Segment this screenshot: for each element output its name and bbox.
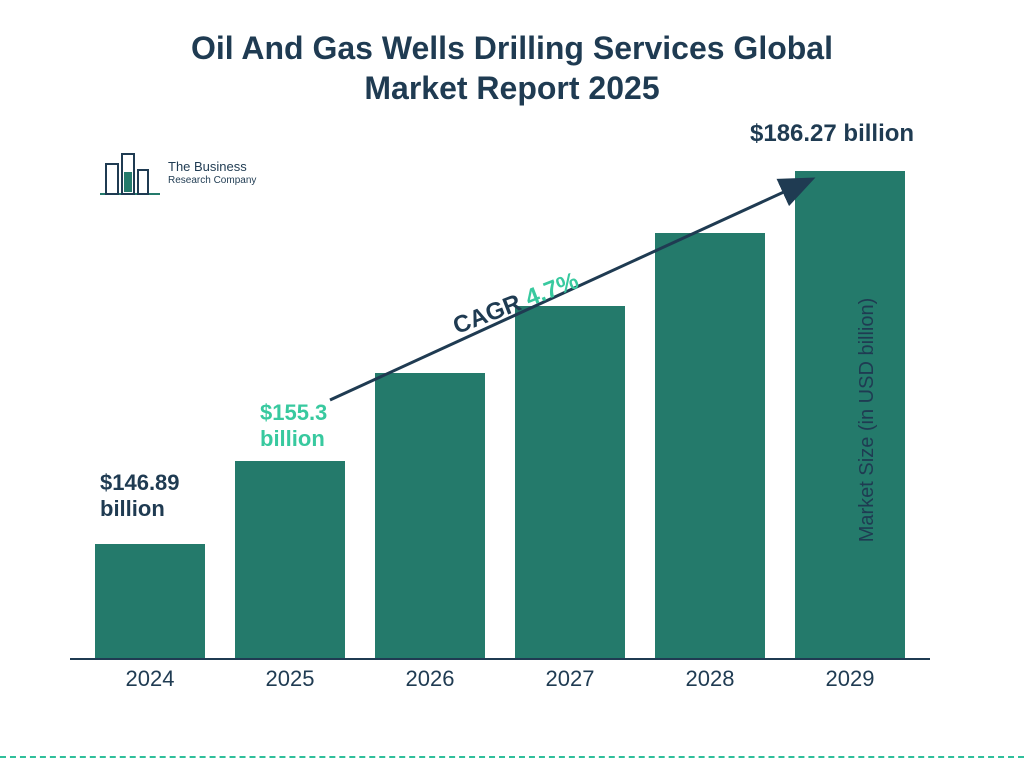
x-tick-label: 2025 [220, 666, 360, 692]
bar [95, 544, 205, 658]
bar [795, 171, 905, 658]
bar [655, 233, 765, 658]
bar-column: 2025 [220, 140, 360, 658]
value-label: $155.3billion [260, 400, 327, 453]
value-label: $146.89billion [100, 470, 180, 523]
bar [235, 461, 345, 658]
x-tick-label: 2027 [500, 666, 640, 692]
bar [515, 306, 625, 658]
bar-column: 2028 [640, 140, 780, 658]
bar-column: 2029 [780, 140, 920, 658]
bar-column: 2024 [80, 140, 220, 658]
plot-region: 202420252026202720282029 $146.89billion $… [70, 140, 930, 660]
bars-container: 202420252026202720282029 [70, 140, 930, 658]
x-tick-label: 2029 [780, 666, 920, 692]
footer-divider [0, 756, 1024, 758]
x-tick-label: 2024 [80, 666, 220, 692]
x-tick-label: 2026 [360, 666, 500, 692]
chart-title: Oil And Gas Wells Drilling Services Glob… [0, 0, 1024, 108]
bar-column: 2027 [500, 140, 640, 658]
value-label: $186.27 billion [750, 120, 914, 149]
x-tick-label: 2028 [640, 666, 780, 692]
y-axis-label: Market Size (in USD billion) [856, 298, 879, 543]
chart-area: 202420252026202720282029 $146.89billion $… [70, 140, 950, 700]
bar [375, 373, 485, 658]
bar-column: 2026 [360, 140, 500, 658]
